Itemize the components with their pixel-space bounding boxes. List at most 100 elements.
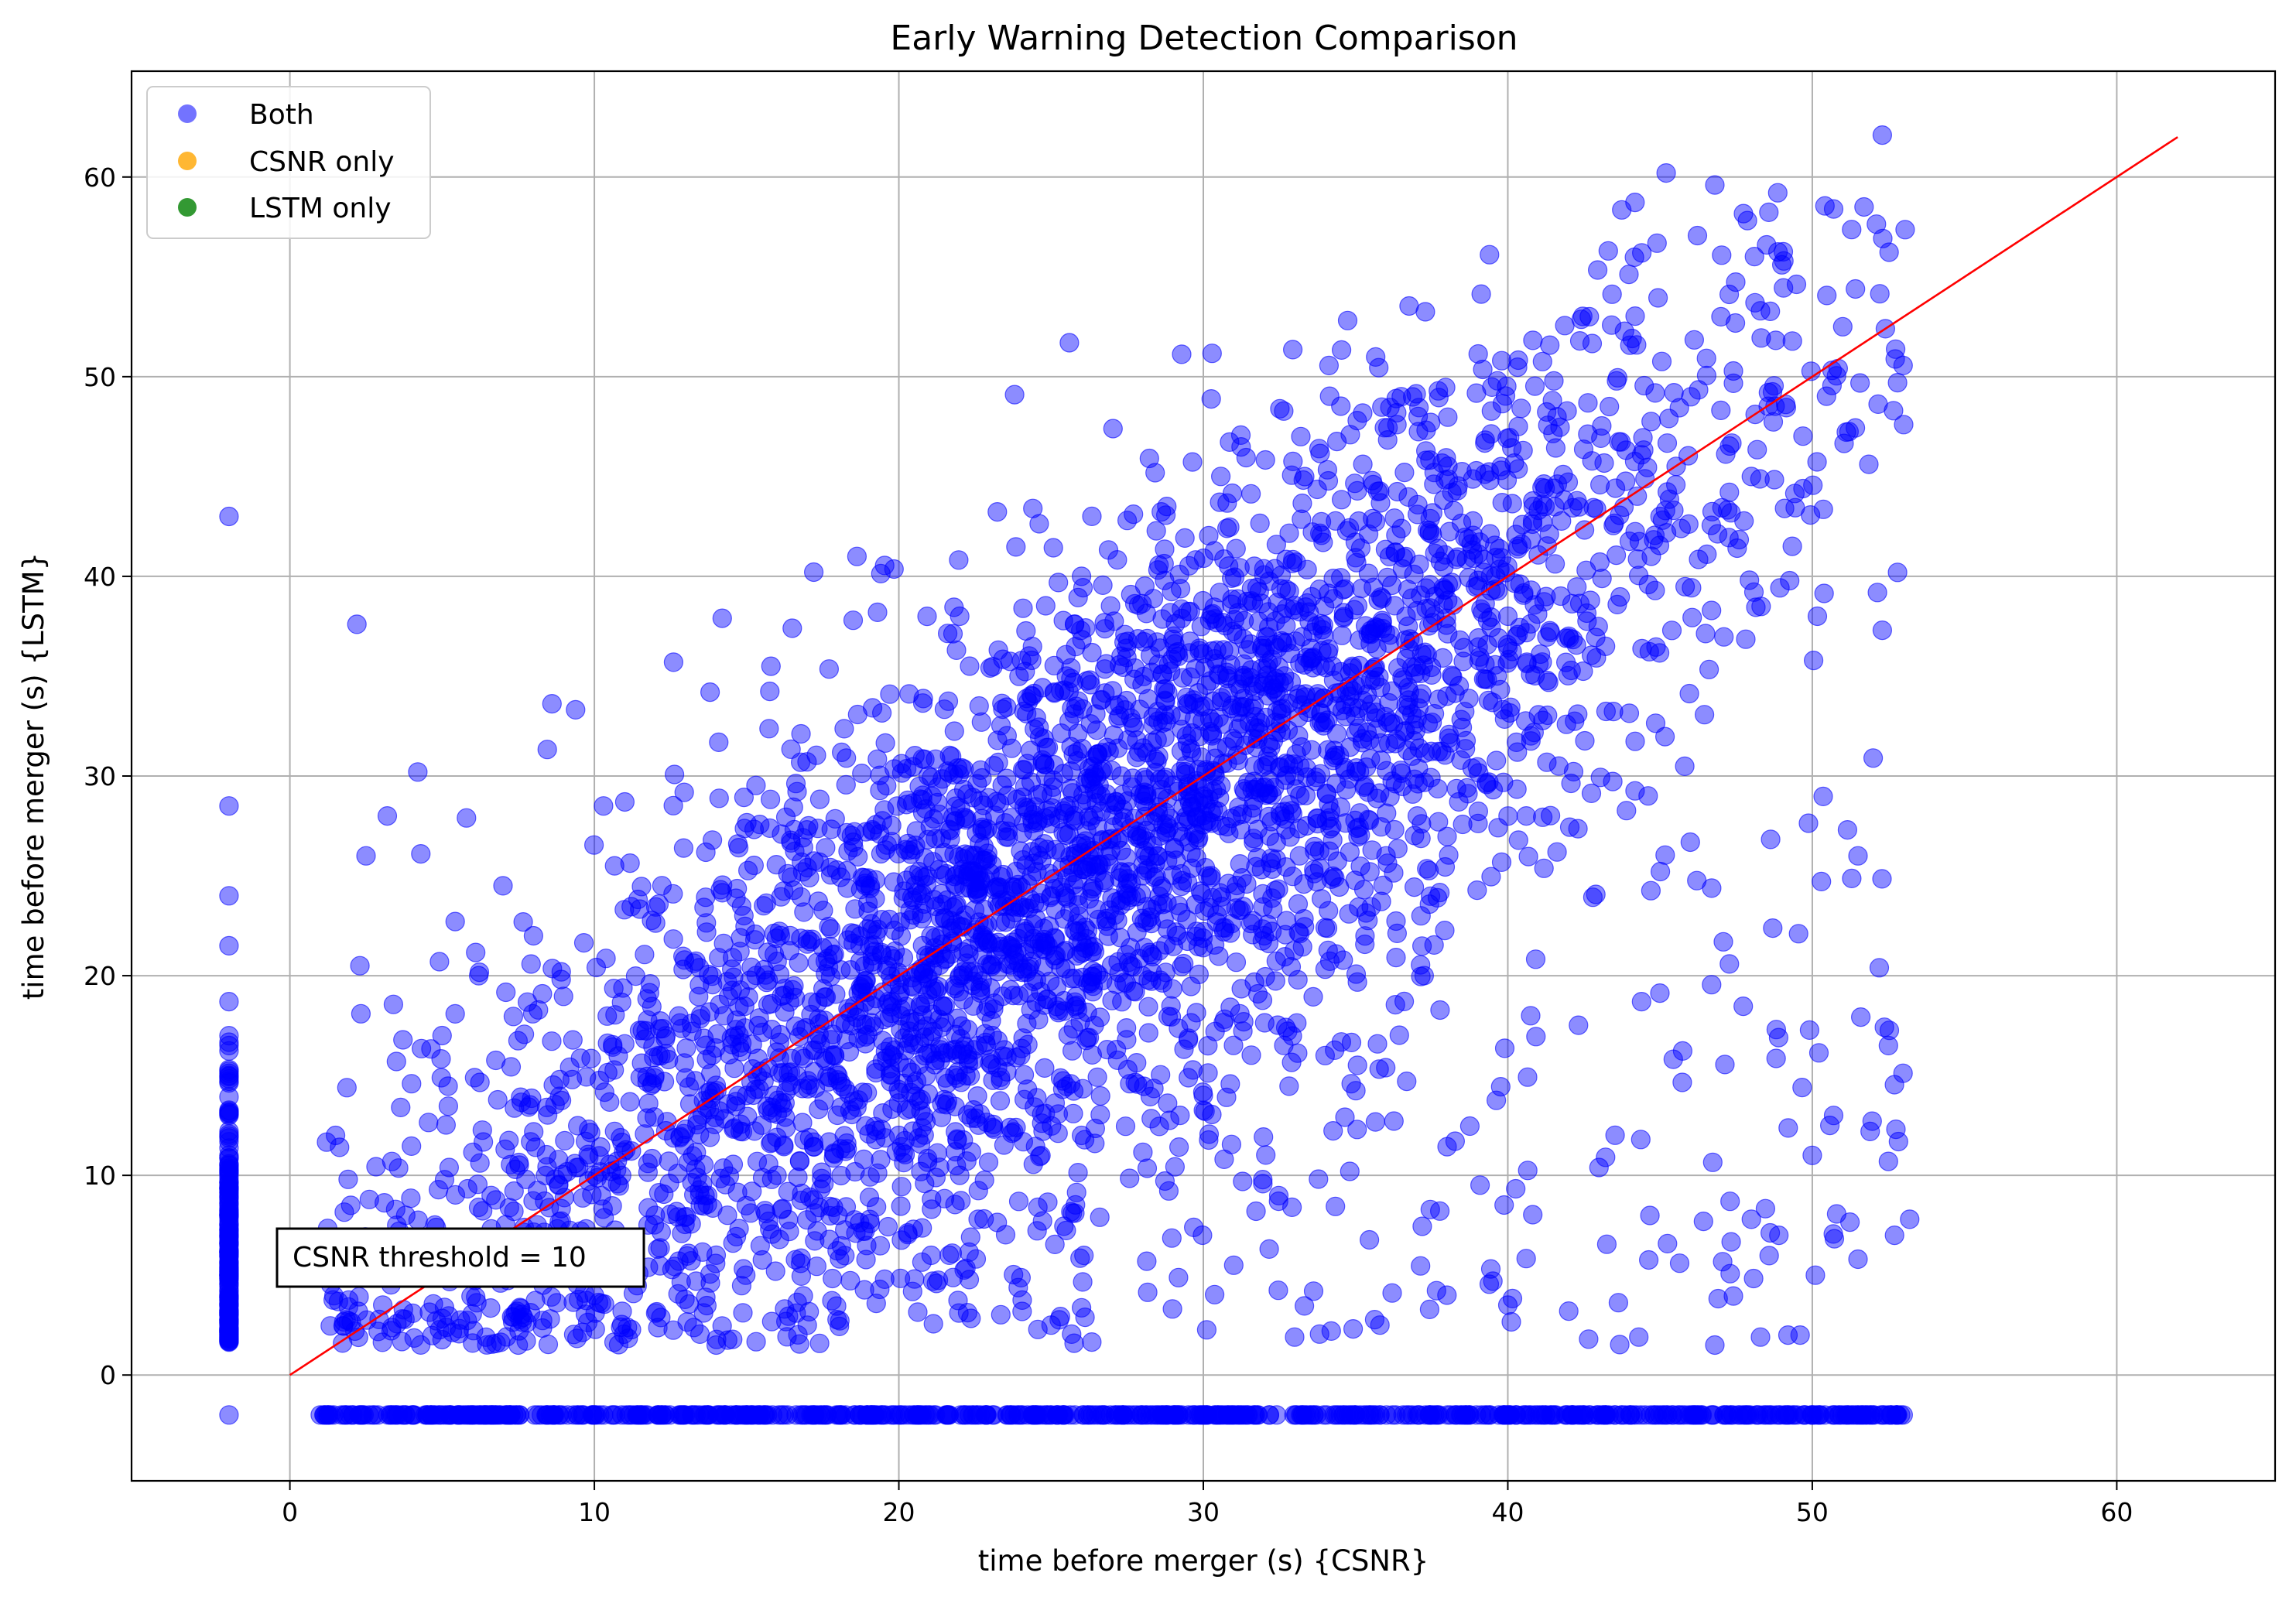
data-point xyxy=(1189,641,1210,661)
data-point xyxy=(1104,725,1124,745)
data-point xyxy=(984,1119,1004,1139)
y-axis-label: time before merger (s) {LSTM} xyxy=(17,552,50,1000)
data-point xyxy=(988,640,1008,660)
data-point xyxy=(836,1405,856,1425)
data-point xyxy=(1133,738,1153,758)
data-point xyxy=(855,1027,875,1047)
data-point xyxy=(1661,621,1682,641)
data-point xyxy=(1222,1405,1242,1425)
data-point xyxy=(960,656,980,676)
data-point xyxy=(1518,1161,1538,1181)
data-point xyxy=(1491,852,1512,873)
data-point xyxy=(1257,665,1278,685)
data-point xyxy=(1366,347,1386,367)
data-point xyxy=(1071,1125,1092,1146)
data-point xyxy=(1537,627,1557,647)
data-point xyxy=(1172,870,1192,891)
data-point xyxy=(902,1062,922,1082)
data-point xyxy=(1518,1067,1538,1087)
data-point xyxy=(429,952,450,972)
data-point xyxy=(1082,966,1103,986)
data-point xyxy=(803,1137,824,1157)
data-point xyxy=(1363,508,1383,528)
data-point xyxy=(577,1312,598,1332)
data-point xyxy=(523,925,544,946)
data-point xyxy=(1253,1174,1273,1194)
data-point xyxy=(792,828,813,848)
data-point xyxy=(1477,634,1497,655)
data-point xyxy=(1228,702,1248,722)
data-point xyxy=(969,696,989,716)
data-point xyxy=(1323,866,1343,887)
data-point xyxy=(760,818,780,839)
data-point xyxy=(1053,610,1073,631)
data-point xyxy=(950,1165,970,1185)
data-point xyxy=(1859,454,1879,474)
data-point xyxy=(663,795,683,815)
data-point xyxy=(219,886,239,906)
data-point xyxy=(1575,730,1595,751)
data-point xyxy=(1041,1315,1061,1335)
data-point xyxy=(402,1303,423,1324)
data-point xyxy=(1521,529,1542,549)
data-point xyxy=(1741,467,1761,487)
data-point xyxy=(1559,626,1579,646)
data-point xyxy=(1714,1405,1734,1425)
data-point xyxy=(942,1243,963,1263)
data-point xyxy=(1663,1049,1683,1069)
data-point xyxy=(1134,768,1155,788)
data-point xyxy=(1807,606,1828,627)
data-point xyxy=(1339,769,1360,789)
chart-title: Early Warning Detection Comparison xyxy=(890,19,1518,58)
data-point xyxy=(1807,452,1827,472)
data-point xyxy=(1885,349,1905,369)
data-point xyxy=(1162,1228,1182,1248)
data-point xyxy=(1098,926,1118,946)
data-point xyxy=(473,1201,493,1221)
data-point xyxy=(943,1267,963,1287)
x-tick-label: 30 xyxy=(1187,1497,1220,1527)
data-point xyxy=(1137,911,1158,931)
data-point xyxy=(614,791,635,812)
data-point xyxy=(1607,368,1627,388)
data-point xyxy=(1719,284,1740,305)
data-point xyxy=(1149,1116,1169,1137)
data-point xyxy=(663,652,684,672)
data-point xyxy=(1204,597,1224,617)
data-point xyxy=(797,1315,817,1335)
data-point xyxy=(1523,330,1543,350)
data-point xyxy=(493,876,513,896)
data-point xyxy=(382,1151,402,1171)
data-point xyxy=(1603,771,1623,791)
data-point xyxy=(747,1151,768,1171)
data-point xyxy=(1020,740,1041,761)
data-point xyxy=(1437,1137,1457,1157)
data-point xyxy=(1776,398,1796,418)
data-point xyxy=(392,1332,412,1352)
data-point xyxy=(733,1303,753,1323)
data-point xyxy=(521,1132,541,1152)
data-point xyxy=(1210,583,1230,603)
data-point xyxy=(878,956,898,976)
data-point xyxy=(1201,388,1221,409)
data-point xyxy=(1117,1030,1137,1050)
data-point xyxy=(219,796,239,816)
data-point xyxy=(1082,1332,1102,1352)
data-point xyxy=(976,1405,996,1425)
data-point xyxy=(1369,1059,1389,1079)
data-point xyxy=(1766,330,1786,350)
data-point xyxy=(432,1405,452,1425)
y-tick-label: 50 xyxy=(84,362,116,392)
data-point xyxy=(1874,1017,1894,1038)
data-point xyxy=(805,1040,826,1060)
data-point xyxy=(744,1121,765,1141)
data-point xyxy=(1740,570,1760,590)
data-point xyxy=(1632,243,1652,263)
data-point xyxy=(1798,813,1819,833)
data-point xyxy=(1352,733,1373,753)
data-point xyxy=(1548,756,1569,776)
data-point xyxy=(1689,549,1709,569)
data-point xyxy=(1737,210,1757,231)
data-point xyxy=(1063,1103,1083,1123)
data-point xyxy=(1435,470,1456,490)
